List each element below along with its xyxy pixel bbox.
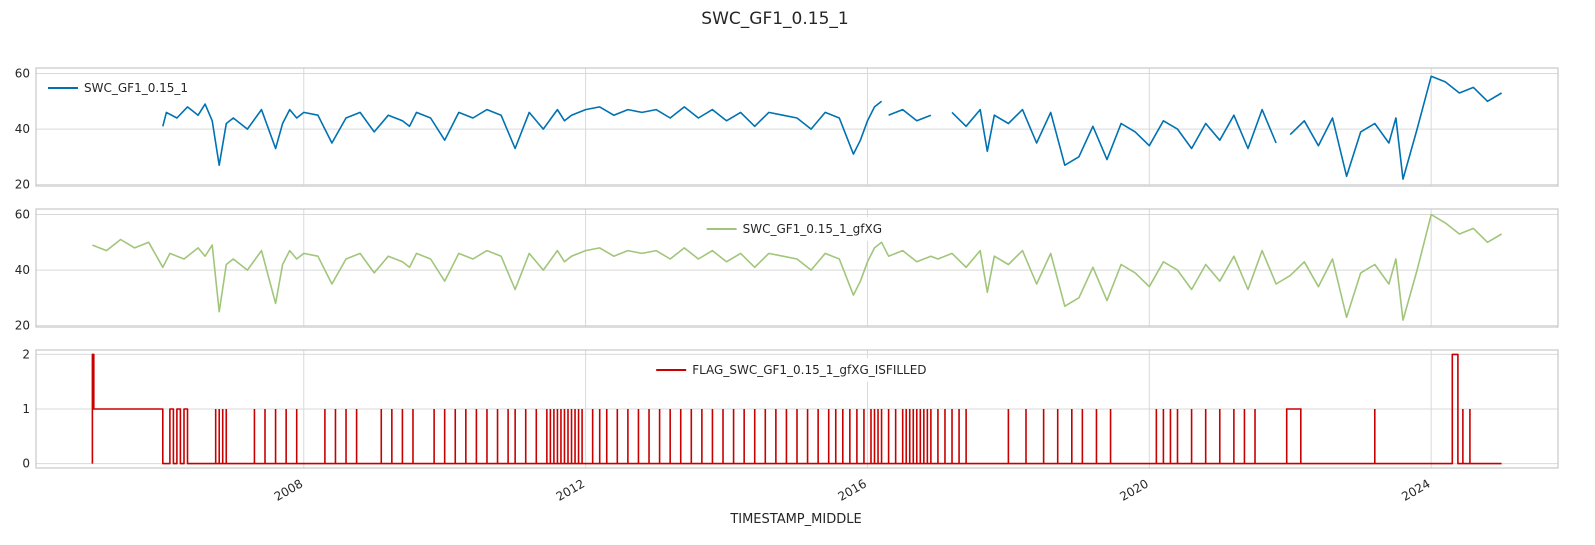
x-tick-label: 2024 <box>1399 476 1432 503</box>
legend-entry: FLAG_SWC_GF1_0.15_1_gfXG_ISFILLED <box>692 363 926 377</box>
y-tick-label: 20 <box>15 178 30 192</box>
axes-frame-0 <box>35 67 1559 187</box>
y-tick-label: 1 <box>22 402 30 416</box>
y-tick-label: 20 <box>15 319 30 333</box>
panel-flag-isfilled: 0 1 2 FLAG_SWC_GF1_0.15_1_gfXG_ISFILLED 2008… <box>22 347 1559 504</box>
flag-plateau-0 <box>1285 408 1302 464</box>
y-tick-label: 40 <box>15 263 30 277</box>
panel-swc: 20 40 60 SWC_GF1_0.15_1 <box>15 67 1559 192</box>
x-tick-label: 2008 <box>272 476 305 503</box>
series-line-0-0 <box>162 75 1503 180</box>
legend-entry: SWC_GF1_0.15_1 <box>84 81 188 95</box>
x-tick-label: 2016 <box>836 476 869 503</box>
legend-box <box>42 76 199 100</box>
y-tick-label: 0 <box>22 457 30 471</box>
panel-swc-gfxg: 20 40 60 SWC_GF1_0.15_1_gfXG <box>15 208 1559 333</box>
suptitle: SWC_GF1_0.15_1 <box>701 9 848 29</box>
legend-entry: SWC_GF1_0.15_1_gfXG <box>743 222 882 236</box>
y-tick-label: 60 <box>15 208 30 222</box>
y-tick-label: 40 <box>15 122 30 136</box>
series-line-2-0 <box>91 353 1502 465</box>
series-line-1-0 <box>92 213 1503 321</box>
x-axis-label: TIMESTAMP_MIDDLE <box>729 512 861 527</box>
x-tick-label: 2012 <box>554 476 587 503</box>
axes-frame-1 <box>35 208 1559 328</box>
legend-box <box>650 358 944 382</box>
y-tick-label: 2 <box>22 347 30 361</box>
x-tick-label: 2020 <box>1117 476 1150 503</box>
y-tick-label: 60 <box>15 67 30 81</box>
axes-frame-2 <box>35 349 1559 469</box>
legend-box <box>700 217 894 241</box>
